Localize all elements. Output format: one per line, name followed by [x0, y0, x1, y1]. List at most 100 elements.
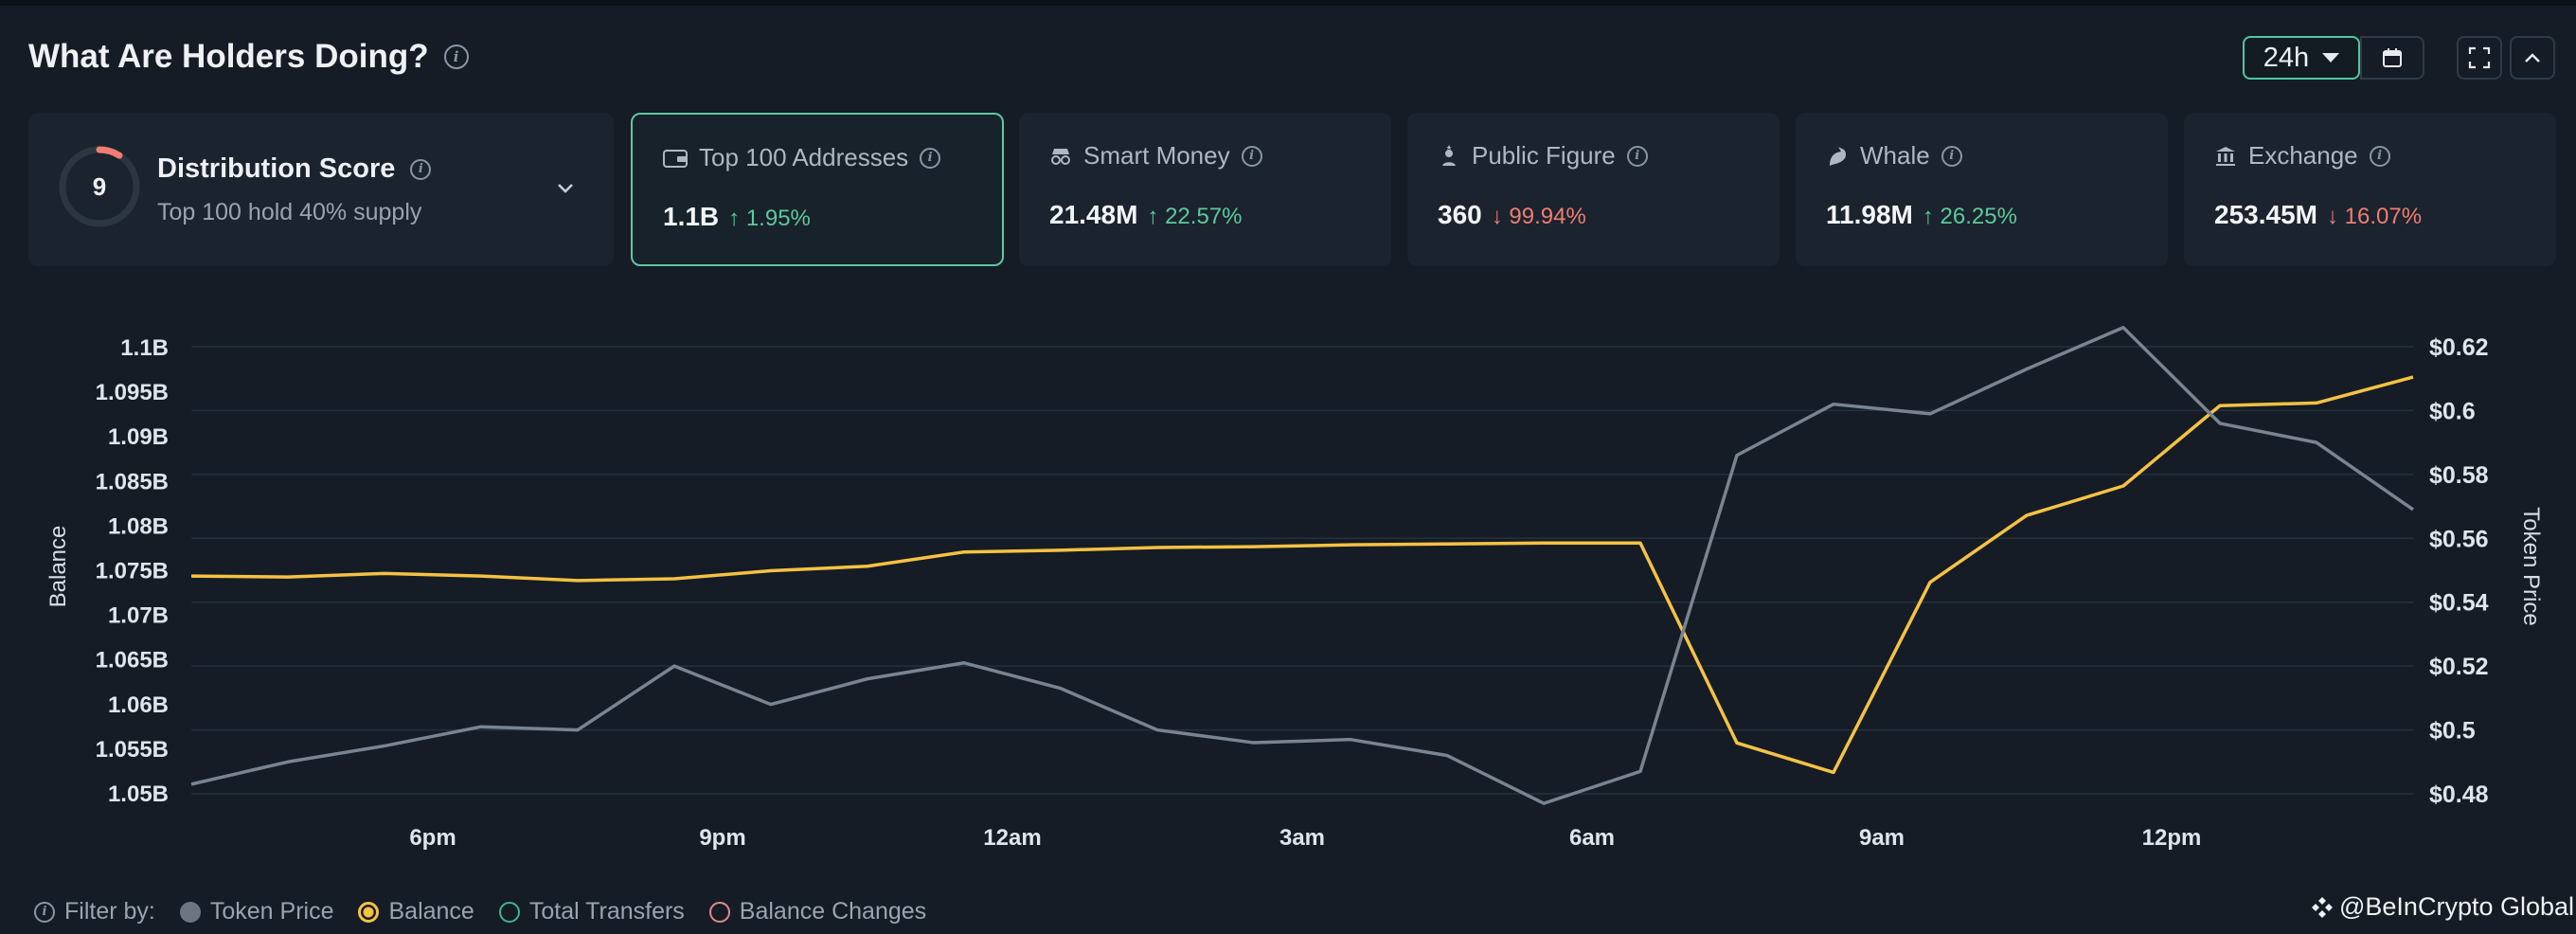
- y-tick-label: 1.095B: [96, 380, 169, 405]
- x-tick-label: 3am: [1279, 825, 1325, 851]
- y2-tick-label: $0.58: [2429, 462, 2489, 489]
- card-value: 21.48M: [1049, 200, 1138, 229]
- y-tick-label: 1.08B: [108, 513, 169, 539]
- y-tick-label: 1.09B: [108, 424, 169, 450]
- card-label: Exchange: [2248, 141, 2358, 170]
- token-price-line: [190, 326, 2414, 805]
- page-title: What Are Holders Doing? i: [28, 38, 469, 76]
- incognito-icon: [1051, 148, 1070, 165]
- chevron-up-icon: [2525, 53, 2540, 63]
- info-icon[interactable]: i: [920, 147, 941, 169]
- whale-icon: [1830, 146, 1847, 166]
- info-icon[interactable]: i: [1941, 145, 1962, 167]
- x-tick-label: 12am: [983, 825, 1041, 851]
- filter-total-transfers[interactable]: Total Transfers: [498, 898, 685, 925]
- filter-balance-changes[interactable]: Balance Changes: [708, 898, 927, 925]
- card-label: Smart Money: [1083, 141, 1230, 170]
- change-up: ↑ 22.57%: [1147, 204, 1243, 229]
- card-change: 22.57%: [1165, 204, 1243, 229]
- card-value: 360: [1438, 200, 1482, 229]
- chevron-down-icon[interactable]: [555, 178, 576, 199]
- info-icon[interactable]: i: [410, 158, 432, 180]
- card-smart-money[interactable]: Smart Money i 21.48M ↑ 22.57%: [1019, 113, 1391, 266]
- card-whale[interactable]: Whale i 11.98M ↑ 26.25%: [1796, 113, 2168, 266]
- page-title-text: What Are Holders Doing?: [28, 38, 429, 75]
- card-label: Top 100 Addresses: [699, 143, 909, 171]
- holders-chart[interactable]: $0.48 $0.5 $0.52 $0.54 $0.56 $0.58 $0.6 $0.62 1.…: [0, 284, 2576, 871]
- filter-item-label: Total Transfers: [528, 898, 685, 925]
- x-tick-label: 12pm: [2142, 825, 2202, 851]
- filter-label-text: Filter by:: [64, 898, 155, 925]
- y-tick-label: 1.07B: [108, 603, 169, 629]
- card-label: Whale: [1860, 141, 1930, 170]
- card-value: 1.1B: [663, 202, 720, 231]
- y-tick-label: 1.1B: [120, 335, 169, 361]
- card-exchange[interactable]: Exchange i 253.45M ↓ 16.07%: [2184, 113, 2556, 266]
- card-public-figure[interactable]: Public Figure i 360 ↓ 99.94%: [1407, 113, 1780, 266]
- y2-tick-label: $0.56: [2429, 526, 2489, 552]
- time-range-select[interactable]: 24h: [2243, 36, 2360, 80]
- person-star-icon: [1442, 144, 1456, 166]
- expand-icon: [2468, 46, 2491, 69]
- time-range-label: 24h: [2263, 42, 2310, 73]
- filter-balance[interactable]: Balance: [358, 898, 474, 925]
- y2-tick-label: $0.6: [2429, 398, 2476, 424]
- wallet-icon: [663, 149, 688, 168]
- collapse-button[interactable]: [2510, 36, 2555, 80]
- y-tick-label: 1.055B: [96, 737, 169, 763]
- y-tick-label: 1.075B: [96, 559, 169, 584]
- card-top-100-addresses[interactable]: Top 100 Addresses i 1.1B ↑ 1.95%: [631, 113, 1004, 266]
- total-transfers-dot: [498, 901, 520, 923]
- balance-changes-dot: [708, 901, 730, 923]
- card-value: 11.98M: [1826, 200, 1913, 229]
- filter-item-label: Balance: [388, 898, 474, 925]
- balance-line: [190, 375, 2414, 775]
- change-up: ↑ 26.25%: [1922, 204, 2017, 229]
- x-tick-label: 9pm: [699, 825, 745, 851]
- calendar-icon: [2383, 48, 2402, 67]
- token-price-dot: [179, 901, 201, 923]
- distribution-score-title-text: Distribution Score: [157, 153, 396, 184]
- brand-logo-icon: [2312, 896, 2333, 918]
- card-change: 16.07%: [2344, 204, 2423, 229]
- info-icon[interactable]: i: [443, 45, 469, 69]
- distribution-score-card[interactable]: [28, 113, 614, 266]
- distribution-score-ring: [59, 146, 140, 227]
- filter-item-label: Token Price: [209, 898, 334, 925]
- distribution-score-subtitle: Top 100 hold 40% supply: [157, 199, 422, 225]
- y-axis-title-left: Balance: [45, 525, 71, 608]
- calendar-button[interactable]: [2360, 36, 2424, 80]
- filter-item-label: Balance Changes: [739, 898, 927, 925]
- card-change: 99.94%: [1509, 204, 1586, 229]
- caret-down-icon: [2322, 53, 2340, 63]
- y2-tick-label: $0.48: [2429, 781, 2489, 808]
- y-tick-label: 1.065B: [96, 648, 169, 674]
- info-icon[interactable]: i: [1626, 145, 1648, 167]
- y2-tick-label: $0.54: [2429, 590, 2489, 617]
- info-icon[interactable]: i: [34, 901, 55, 923]
- brand-text: @BeInCrypto Global: [2339, 892, 2575, 921]
- brand-watermark: @BeInCrypto Global: [2311, 892, 2574, 922]
- distribution-score-title: Distribution Score i: [157, 153, 432, 185]
- x-tick-label: 6pm: [409, 825, 456, 851]
- y2-tick-label: $0.62: [2429, 334, 2489, 361]
- fullscreen-button[interactable]: [2457, 36, 2502, 80]
- distribution-score-value: 9: [92, 171, 107, 201]
- change-down: ↓ 99.94%: [1491, 204, 1586, 229]
- x-tick-label: 9am: [1859, 825, 1905, 851]
- card-label: Public Figure: [1472, 141, 1616, 170]
- change-down: ↓ 16.07%: [2326, 204, 2423, 229]
- filter-label: i Filter by:: [34, 898, 155, 925]
- y-tick-label: 1.06B: [108, 692, 169, 718]
- card-change: 1.95%: [745, 206, 811, 231]
- y2-tick-label: $0.52: [2429, 654, 2489, 680]
- top-border: [0, 0, 2576, 6]
- info-icon[interactable]: i: [1241, 145, 1262, 167]
- y-tick-label: 1.05B: [108, 781, 169, 807]
- y-tick-label: 1.085B: [96, 469, 169, 494]
- info-icon[interactable]: i: [2369, 145, 2390, 167]
- filter-token-price[interactable]: Token Price: [179, 898, 334, 925]
- filter-bar: i Filter by: Token Price Balance Total T…: [34, 898, 926, 925]
- card-value: 253.45M: [2214, 200, 2317, 229]
- y2-tick-label: $0.5: [2429, 718, 2476, 745]
